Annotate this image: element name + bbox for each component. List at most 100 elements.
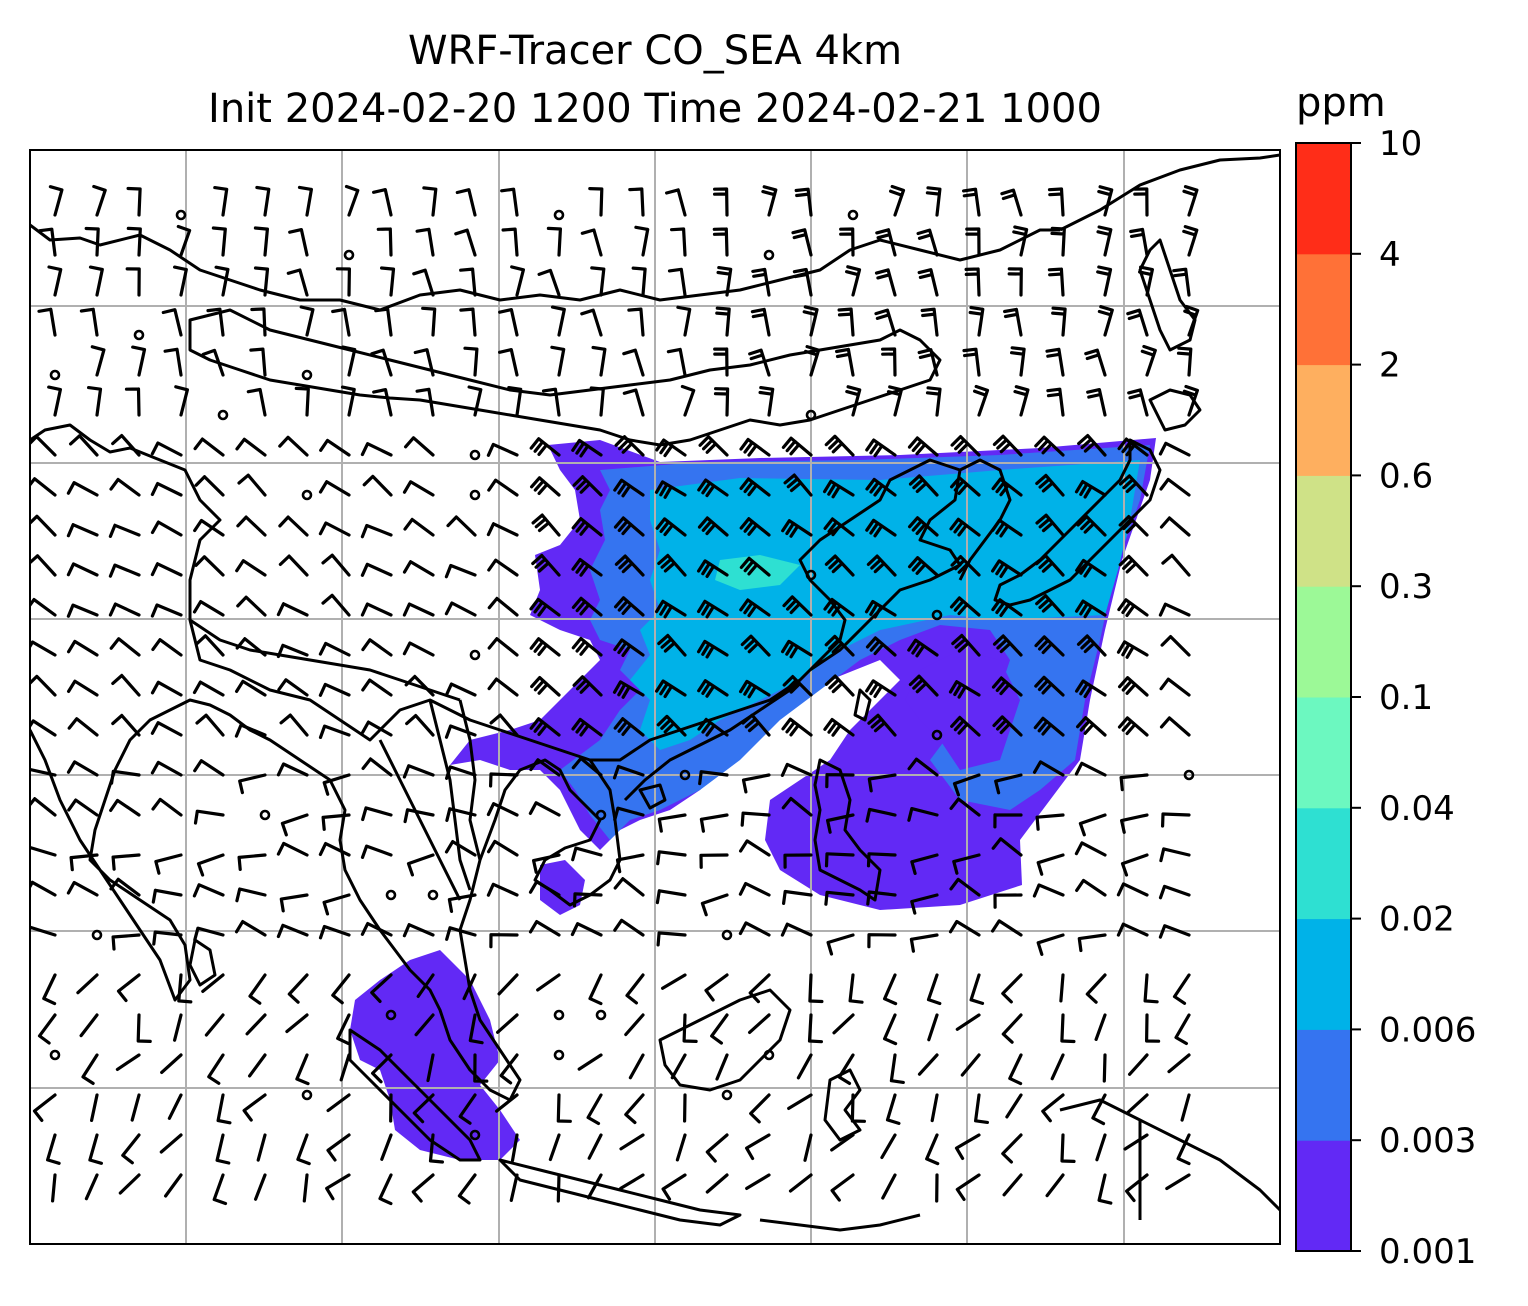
wind-barb bbox=[213, 186, 229, 217]
wind-barb bbox=[66, 760, 99, 777]
calm-marker bbox=[301, 489, 313, 501]
wind-barb bbox=[500, 187, 519, 217]
wind-barb bbox=[486, 802, 519, 817]
wind-barb bbox=[174, 385, 189, 417]
wind-barb bbox=[108, 523, 141, 538]
wind-barb bbox=[865, 636, 897, 657]
wind-barb bbox=[1075, 558, 1107, 578]
wind-barb bbox=[1123, 1133, 1149, 1151]
wind-barb bbox=[1096, 265, 1113, 297]
wind-barb bbox=[1036, 933, 1065, 956]
wind-barb bbox=[248, 973, 267, 1005]
wind-barb bbox=[76, 973, 99, 995]
wind-barb bbox=[823, 718, 855, 737]
wind-barb bbox=[1116, 882, 1149, 897]
wind-barb bbox=[992, 715, 1023, 737]
calm-marker bbox=[427, 889, 439, 901]
wind-barb bbox=[803, 1133, 813, 1162]
wind-barb bbox=[254, 1173, 267, 1201]
wind-barb bbox=[1077, 933, 1107, 953]
wind-barb bbox=[413, 348, 435, 377]
wind-barb bbox=[631, 266, 647, 297]
wind-barb bbox=[30, 598, 57, 617]
wind-barb bbox=[952, 853, 981, 875]
wind-barb bbox=[360, 720, 393, 737]
wind-barb bbox=[1034, 435, 1065, 457]
wind-barb bbox=[1001, 973, 1023, 1004]
map-title-line1: WRF-Tracer CO_SEA 4km bbox=[407, 28, 903, 74]
wind-barb bbox=[848, 973, 864, 1004]
wind-barb bbox=[109, 477, 141, 497]
wind-barb bbox=[280, 813, 309, 837]
wind-barb bbox=[1127, 388, 1149, 417]
wind-barb bbox=[1182, 185, 1199, 217]
wind-barb bbox=[580, 308, 603, 337]
wind-barb bbox=[177, 973, 193, 1004]
wind-barb bbox=[657, 553, 687, 577]
wind-barb bbox=[69, 434, 99, 457]
wind-barb bbox=[867, 713, 897, 737]
coastline-asia-mainland bbox=[30, 423, 622, 1102]
wind-barb bbox=[910, 893, 939, 915]
wind-barb bbox=[973, 384, 990, 417]
calm-marker bbox=[343, 249, 355, 261]
wind-barb bbox=[571, 717, 603, 737]
wind-barb bbox=[739, 679, 771, 699]
wind-barb bbox=[445, 926, 477, 941]
wind-barb bbox=[656, 931, 687, 947]
wind-barb bbox=[991, 559, 1023, 578]
wind-barb bbox=[739, 517, 771, 537]
wind-barb bbox=[159, 1133, 183, 1154]
wind-barb bbox=[1167, 1053, 1191, 1074]
wind-barb bbox=[318, 924, 351, 940]
wind-barb bbox=[235, 679, 267, 697]
wind-barb bbox=[808, 973, 824, 1004]
wind-barb bbox=[780, 922, 813, 937]
wind-barb bbox=[661, 973, 687, 990]
wind-barb bbox=[823, 597, 855, 617]
plume-main-high bbox=[715, 555, 800, 590]
wind-barb bbox=[613, 918, 645, 937]
wind-barb bbox=[783, 473, 813, 497]
wind-barb bbox=[1096, 225, 1113, 257]
colorbar-tick-label: 4 bbox=[1379, 235, 1401, 275]
wind-barb bbox=[87, 386, 103, 417]
wind-barb bbox=[824, 554, 855, 577]
wind-barb bbox=[416, 973, 435, 998]
wind-barb bbox=[192, 680, 225, 697]
wind-barb bbox=[126, 226, 142, 257]
wind-barb bbox=[90, 1093, 99, 1122]
wind-barb bbox=[344, 184, 360, 217]
wind-barb bbox=[1143, 973, 1159, 1004]
wind-barb bbox=[697, 639, 729, 659]
wind-barb bbox=[501, 227, 519, 257]
wind-barb bbox=[444, 724, 477, 739]
wind-barb bbox=[697, 478, 729, 498]
wind-barb bbox=[499, 1053, 519, 1085]
wind-barb bbox=[30, 767, 57, 777]
wind-barb bbox=[426, 1053, 435, 1083]
wind-barb bbox=[109, 798, 141, 817]
coastline-lesser-sunda bbox=[759, 1213, 921, 1232]
wind-barb bbox=[955, 1173, 981, 1201]
wind-barb bbox=[444, 563, 477, 579]
border-mongolia bbox=[188, 308, 942, 447]
wind-barb bbox=[739, 477, 771, 497]
wind-barb bbox=[372, 188, 393, 217]
wind-barb bbox=[154, 853, 183, 875]
wind-barb bbox=[1091, 1093, 1107, 1126]
wind-barb bbox=[415, 387, 435, 417]
wind-barb bbox=[739, 556, 771, 577]
wind-barb bbox=[360, 523, 393, 539]
wind-barb bbox=[1094, 1013, 1107, 1041]
wind-barb bbox=[794, 187, 813, 217]
wind-barb bbox=[1180, 1093, 1191, 1122]
wind-barb bbox=[67, 717, 99, 737]
wind-barb bbox=[489, 933, 519, 949]
wind-barb bbox=[235, 637, 267, 657]
wind-barb bbox=[487, 637, 519, 657]
wind-barb bbox=[1077, 434, 1107, 457]
wind-barb bbox=[360, 562, 393, 577]
wind-barb bbox=[572, 475, 603, 497]
wind-barb bbox=[588, 973, 603, 1006]
